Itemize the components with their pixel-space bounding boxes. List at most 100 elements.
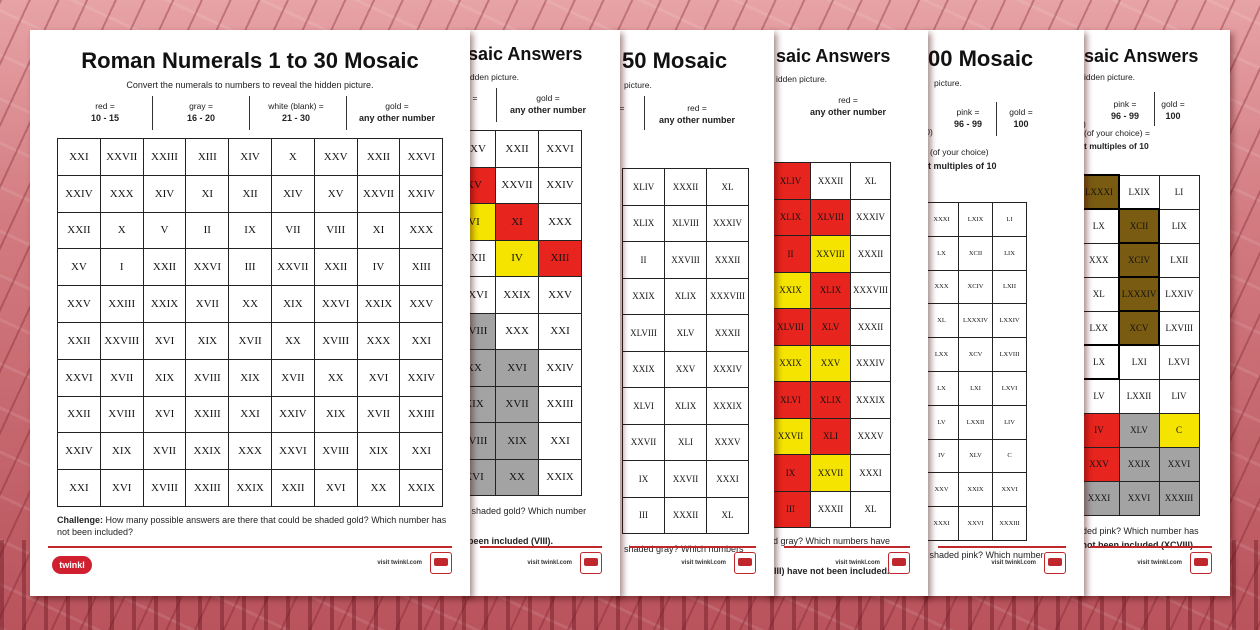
grid-row: XXI XXVII XXIII XIII XIV X XXV XXII XXVI	[57, 138, 444, 176]
grid-cell: XLIV	[770, 162, 811, 200]
key-gold: gold = 100	[1009, 107, 1033, 129]
footer-rule	[938, 546, 1066, 548]
grid-cell: XXVII	[356, 174, 401, 213]
footer-link[interactable]: visit twinkl.com	[377, 560, 422, 566]
grid-cell: XVIII	[313, 321, 358, 360]
grid-cell: XX	[495, 458, 539, 496]
grid-cell: XVI	[142, 321, 187, 360]
grid-cell: LXIX	[1118, 174, 1160, 210]
grid-cell: XXII	[142, 248, 187, 287]
grid-cell: LXX	[1078, 310, 1120, 346]
grid-cell: XXI	[57, 469, 101, 507]
grid-cell: XXXI	[1078, 480, 1120, 516]
footer-rule	[784, 546, 910, 548]
grid-row: II XXVIII XXXII	[622, 241, 749, 279]
grid-cell: XXVII	[270, 248, 315, 287]
grid-row: XXIV XIX XVII XXIX XXX XXVI XVIII XIX XXI	[57, 432, 444, 471]
footer-link[interactable]: visit twinkl.com	[1137, 560, 1182, 566]
footer-rule	[1090, 546, 1212, 548]
grid-cell: XXIV	[538, 166, 582, 204]
grid-row: LXX XCV LXVIII	[924, 337, 1027, 372]
key-divider	[496, 88, 497, 122]
grid-cell: XVII	[495, 385, 539, 423]
grid-cell: LIV	[992, 404, 1027, 440]
grid-cell: XVIII	[99, 395, 144, 434]
grid-row: XXVI XVII XIX XVIII XIX XVII XX XVI XXIV	[57, 358, 444, 397]
grid-cell: XXXIII	[992, 506, 1027, 541]
grid-cell: XXVIII	[99, 321, 144, 360]
grid-row: XLVIII XLV XXXII	[622, 314, 749, 352]
grid-cell: XXV	[664, 350, 707, 388]
footer-link[interactable]: visit twinkl.com	[527, 560, 572, 566]
grid-cell: IV	[356, 248, 401, 287]
key-red: red = any other number	[809, 95, 886, 117]
grid-row: LV LXXII LIV	[1078, 378, 1200, 414]
grid-row: XXIV XXX XIV XI XII XIV XV XXVII XXIV	[57, 174, 444, 213]
grid-cell: LIX	[992, 235, 1027, 271]
grid-cell: XLIX	[810, 381, 851, 419]
grid-cell: LXII	[992, 269, 1027, 305]
grid-cell: II	[622, 241, 665, 279]
grid-cell: XXIV	[57, 174, 101, 213]
grid-cell: LXXII	[958, 404, 993, 440]
grid-cell: XXV	[924, 472, 959, 508]
grid-cell: XL	[850, 490, 891, 528]
grid-row: XLIV XXXII XL	[622, 168, 749, 206]
grid-cell: XVIII	[142, 469, 187, 507]
grid-cell: XXVI	[1158, 446, 1200, 482]
grid-cell: XVII	[356, 395, 401, 434]
grid-cell: XLVIII	[622, 314, 665, 352]
grid-cell: LXII	[1158, 242, 1200, 278]
grid-cell: XLIX	[622, 204, 665, 242]
grid-row: XXXI XXVI XXXIII	[924, 506, 1027, 541]
grid-cell: XVIII	[313, 432, 358, 471]
sheet-instruction: picture.	[934, 78, 962, 88]
twinkl-logo[interactable]: twinkl	[52, 556, 92, 574]
footer-link[interactable]: visit twinkl.com	[991, 560, 1036, 566]
grid-cell: XXXII	[706, 241, 749, 279]
grid-cell: XCII	[958, 235, 993, 271]
grid-cell: LX	[924, 235, 959, 271]
grid-cell: XXVI	[1118, 480, 1160, 516]
grid-cell: XXIX	[356, 285, 401, 323]
grid-cell: XXIX	[958, 472, 993, 508]
grid-cell: XXXII	[850, 308, 891, 346]
grid-cell: XXVII	[495, 166, 539, 204]
grid-row: XXIX XXV XXXIV	[622, 350, 749, 388]
grid-cell: LX	[1078, 344, 1120, 380]
grid-cell: XLV	[664, 314, 707, 352]
grid-cell: LX	[1078, 208, 1120, 244]
grid-cell: XL	[1078, 276, 1120, 312]
grid-cell: XXIII	[399, 395, 444, 434]
grid-cell: XXII	[57, 395, 101, 434]
grid-cell: LXVIII	[1158, 310, 1200, 346]
grid-cell: XXXII	[664, 496, 707, 534]
grid-cell: XXX	[924, 269, 959, 305]
grid-cell: XXX	[1078, 242, 1120, 278]
grid-cell: XXX	[99, 174, 144, 213]
grid-cell: XXIX	[399, 469, 444, 507]
footer-link[interactable]: visit twinkl.com	[681, 560, 726, 566]
worksheet-sheet-2: saic Answers idden picture. = gold = any …	[462, 30, 620, 596]
grid-cell: II	[185, 211, 230, 250]
answer-text: s not been included (XCVIII).	[1074, 540, 1196, 550]
grid-cell: XXXI	[924, 506, 959, 541]
grid-row: XLIX XLVIII XXXIV	[622, 204, 749, 242]
footer-link[interactable]: visit twinkl.com	[835, 560, 880, 566]
note-choice: (of your choice)	[930, 147, 989, 157]
grid-cell: XIX	[99, 432, 144, 471]
grid-cell: IX	[770, 454, 811, 492]
grid-row: XL LXXXIV LXXIV	[1078, 276, 1200, 312]
grid-row: XXI XVI XVIII XXIII XXIX XXII XVI XX XXIX	[57, 469, 444, 507]
quality-badge-icon	[1044, 552, 1066, 574]
grid-cell: XXVII	[770, 417, 811, 455]
challenge-text: Challenge: How many possible answers are…	[57, 515, 447, 537]
grid-row: XXXI XXVI XXXIII	[1078, 480, 1200, 516]
grid-cell: XXX	[228, 432, 272, 471]
grid-cell: XIX	[495, 422, 539, 460]
grid-cell: XXXIII	[1158, 480, 1200, 516]
worksheet-sheet-4: saic Answers idden picture. red = any oth…	[766, 30, 928, 596]
grid-cell: XCV	[958, 337, 993, 372]
grid-cell: XLIX	[810, 271, 851, 309]
grid-cell: LXVI	[1158, 344, 1200, 380]
